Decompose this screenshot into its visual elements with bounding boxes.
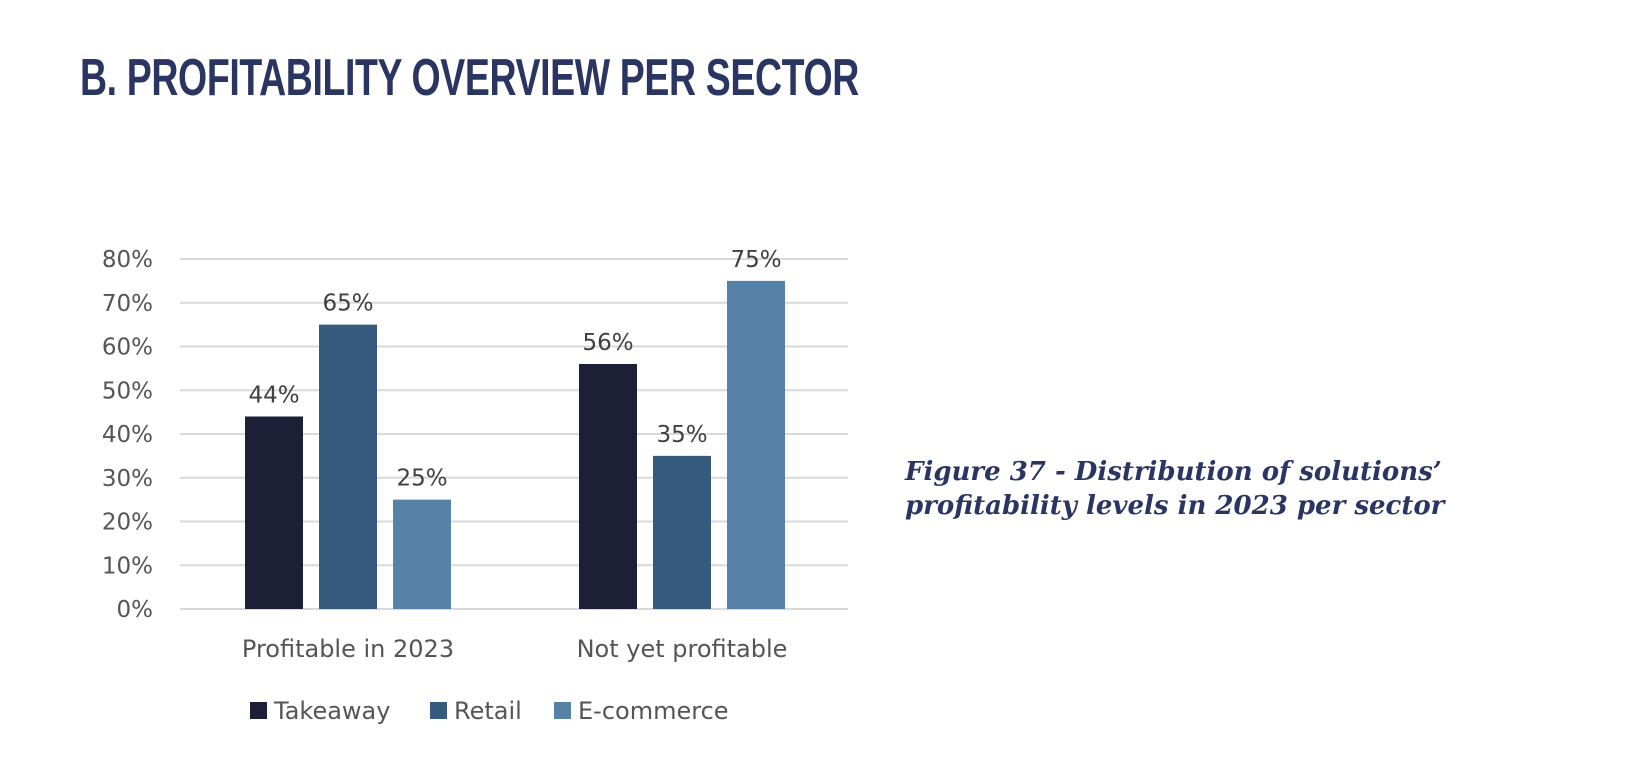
category-label: Not yet profitable	[577, 635, 788, 663]
y-tick-label: 10%	[102, 553, 153, 579]
y-axis-ticks: 0% 10% 20% 30% 40% 50% 60% 70% 80%	[102, 247, 153, 623]
y-tick-label: 80%	[102, 247, 153, 273]
y-tick-label: 30%	[102, 466, 153, 492]
y-tick-label: 40%	[102, 422, 153, 448]
data-label: 44%	[248, 383, 299, 409]
data-label: 35%	[656, 422, 707, 448]
y-tick-label: 70%	[102, 291, 153, 317]
bar-e-commerce	[727, 280, 785, 609]
data-label: 25%	[396, 466, 447, 492]
bar-takeaway	[579, 364, 637, 609]
legend-swatch-e-commerce	[554, 702, 571, 719]
data-label: 75%	[730, 247, 781, 273]
category-label: Profitable in 2023	[242, 635, 454, 663]
legend-swatch-takeaway	[250, 702, 267, 719]
y-tick-label: 60%	[102, 335, 153, 361]
data-label: 56%	[582, 330, 633, 356]
data-labels: 44% 56% 65% 35% 25% 75%	[248, 247, 781, 492]
legend-label-e-commerce: E-commerce	[578, 697, 729, 725]
bar-retail	[653, 455, 711, 609]
data-label: 65%	[322, 291, 373, 317]
bar-e-commerce	[393, 499, 451, 609]
bar-takeaway	[245, 416, 303, 609]
legend-label-takeaway: Takeaway	[273, 697, 390, 725]
legend: Takeaway Retail E-commerce	[250, 697, 729, 725]
y-tick-label: 50%	[102, 378, 153, 404]
bars	[245, 280, 785, 609]
legend-swatch-retail	[430, 702, 447, 719]
legend-label-retail: Retail	[454, 697, 522, 725]
y-tick-label: 0%	[117, 597, 154, 623]
bar-chart: 0% 10% 20% 30% 40% 50% 60% 70% 80% 44% 56% 65% 35% 2…	[102, 247, 848, 725]
figure-caption: Figure 37 - Distribution of solutions’ p…	[905, 457, 1445, 521]
bar-retail	[319, 324, 377, 609]
category-labels: Profitable in 2023 Not yet profitable	[242, 635, 788, 663]
y-tick-label: 20%	[102, 510, 153, 536]
page-title: B. PROFITABILITY OVERVIEW PER SECTOR	[80, 49, 859, 107]
